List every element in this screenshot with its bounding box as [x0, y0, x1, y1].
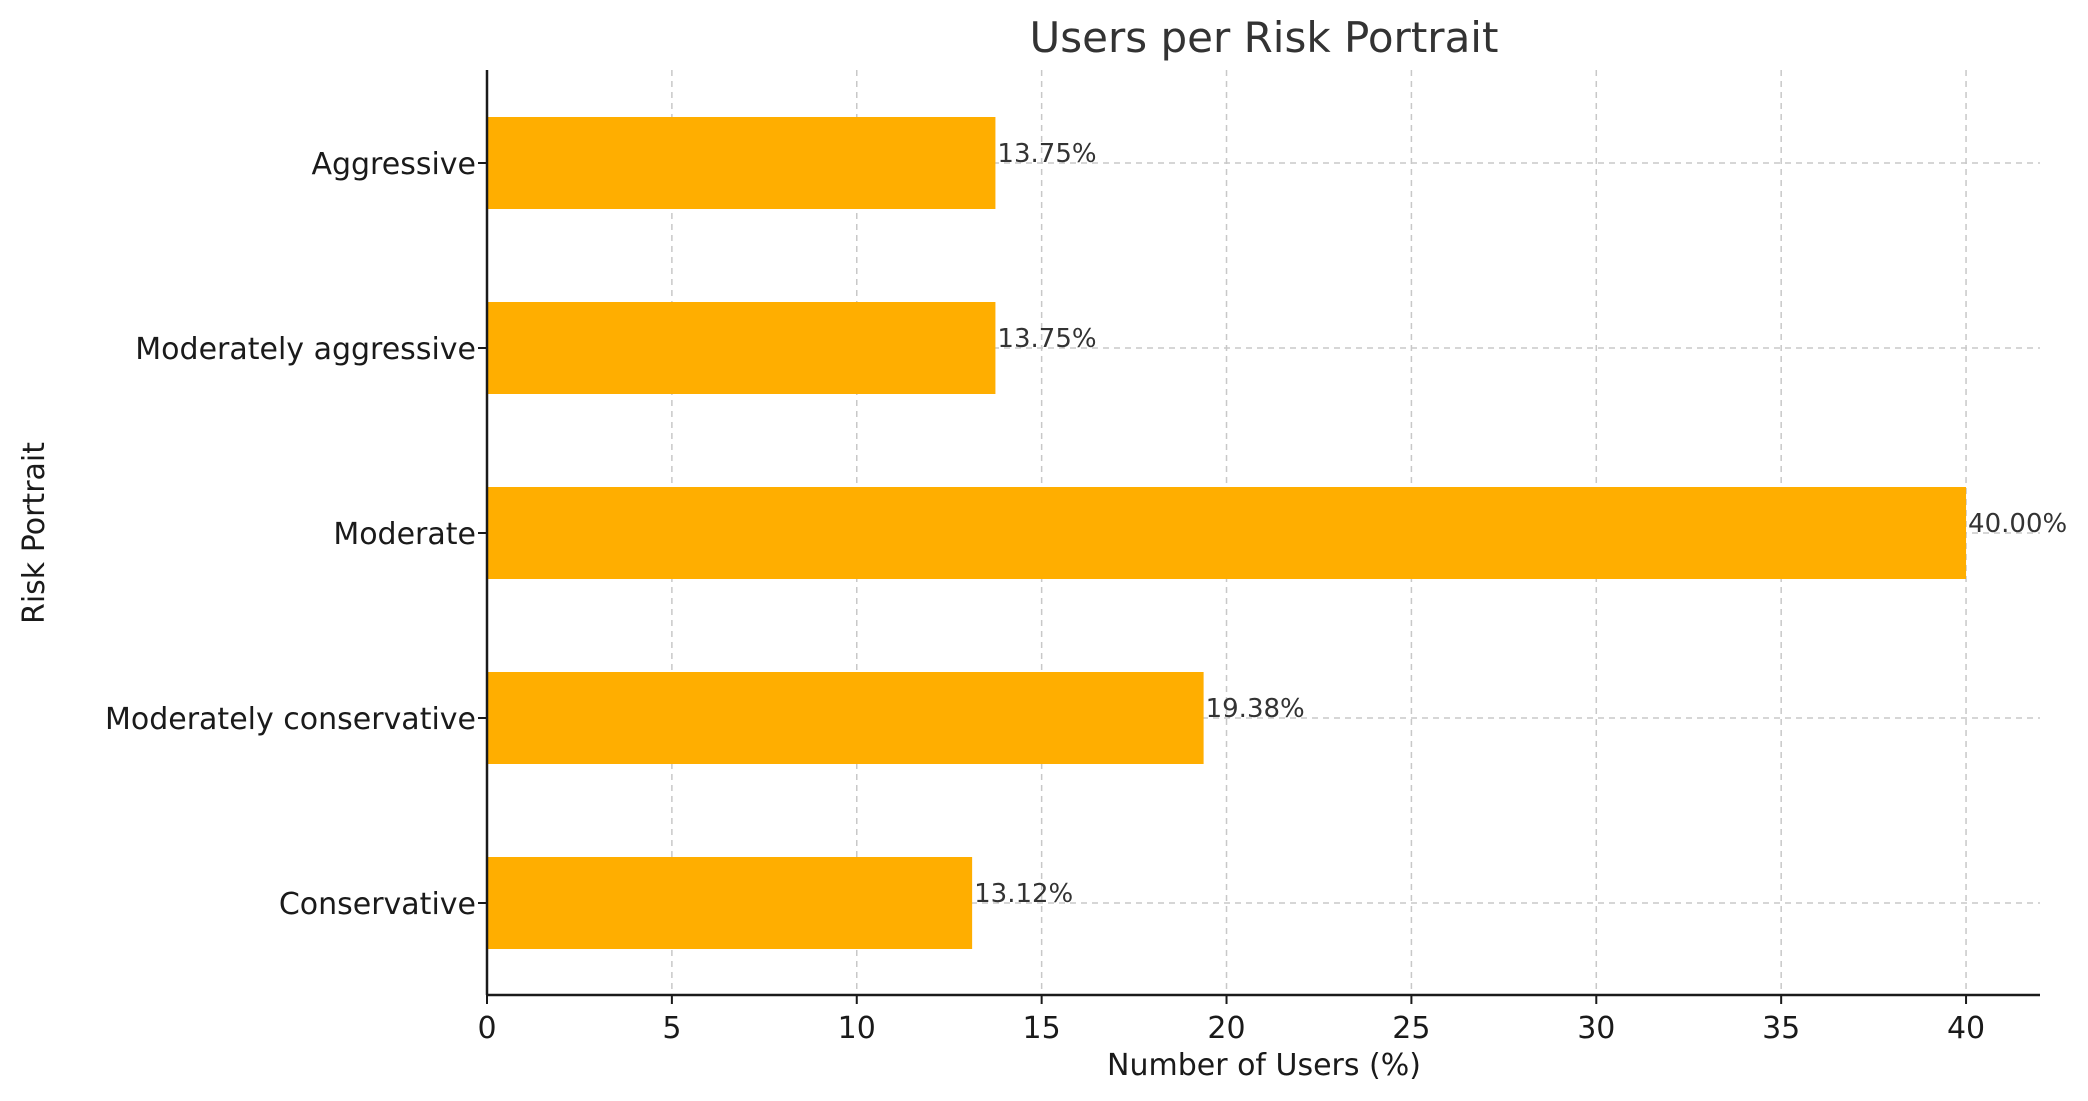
bar	[487, 487, 1967, 579]
y-tick-label: Moderate	[333, 517, 476, 552]
x-tick-labels: 0 5 10 15 20 25 30 35 40	[477, 995, 1985, 1046]
data-labels: 13.75% 13.75% 40.00% 19.38% 13.12%	[974, 139, 2067, 909]
bar	[487, 672, 1204, 764]
y-tick-labels: Aggressive Moderately aggressive Moderate M…	[105, 147, 487, 922]
bar	[487, 117, 996, 209]
chart-title: Users per Risk Portrait	[1030, 13, 1499, 62]
x-tick-label: 40	[1947, 1011, 1985, 1046]
bar	[487, 857, 973, 949]
x-tick-label: 10	[838, 1011, 876, 1046]
y-tick-label: Moderately aggressive	[135, 332, 476, 367]
x-tick-label: 20	[1207, 1011, 1245, 1046]
data-label: 19.38%	[1206, 694, 1305, 724]
y-axis-title: Risk Portrait	[17, 442, 52, 624]
x-tick-label: 0	[477, 1011, 496, 1046]
x-tick-label: 15	[1023, 1011, 1061, 1046]
data-label: 40.00%	[1968, 509, 2067, 539]
data-label: 13.12%	[974, 879, 1073, 909]
bar	[487, 302, 996, 394]
x-axis-title: Number of Users (%)	[1107, 1048, 1421, 1083]
bar-series	[487, 117, 1967, 949]
x-tick-label: 25	[1392, 1011, 1430, 1046]
y-tick-label: Conservative	[279, 887, 476, 922]
x-tick-label: 35	[1762, 1011, 1800, 1046]
data-label: 13.75%	[997, 324, 1096, 354]
data-label: 13.75%	[997, 139, 1096, 169]
y-tick-label: Moderately conservative	[105, 702, 476, 737]
y-tick-label: Aggressive	[311, 147, 476, 182]
x-tick-label: 30	[1577, 1011, 1615, 1046]
x-tick-label: 5	[662, 1011, 681, 1046]
